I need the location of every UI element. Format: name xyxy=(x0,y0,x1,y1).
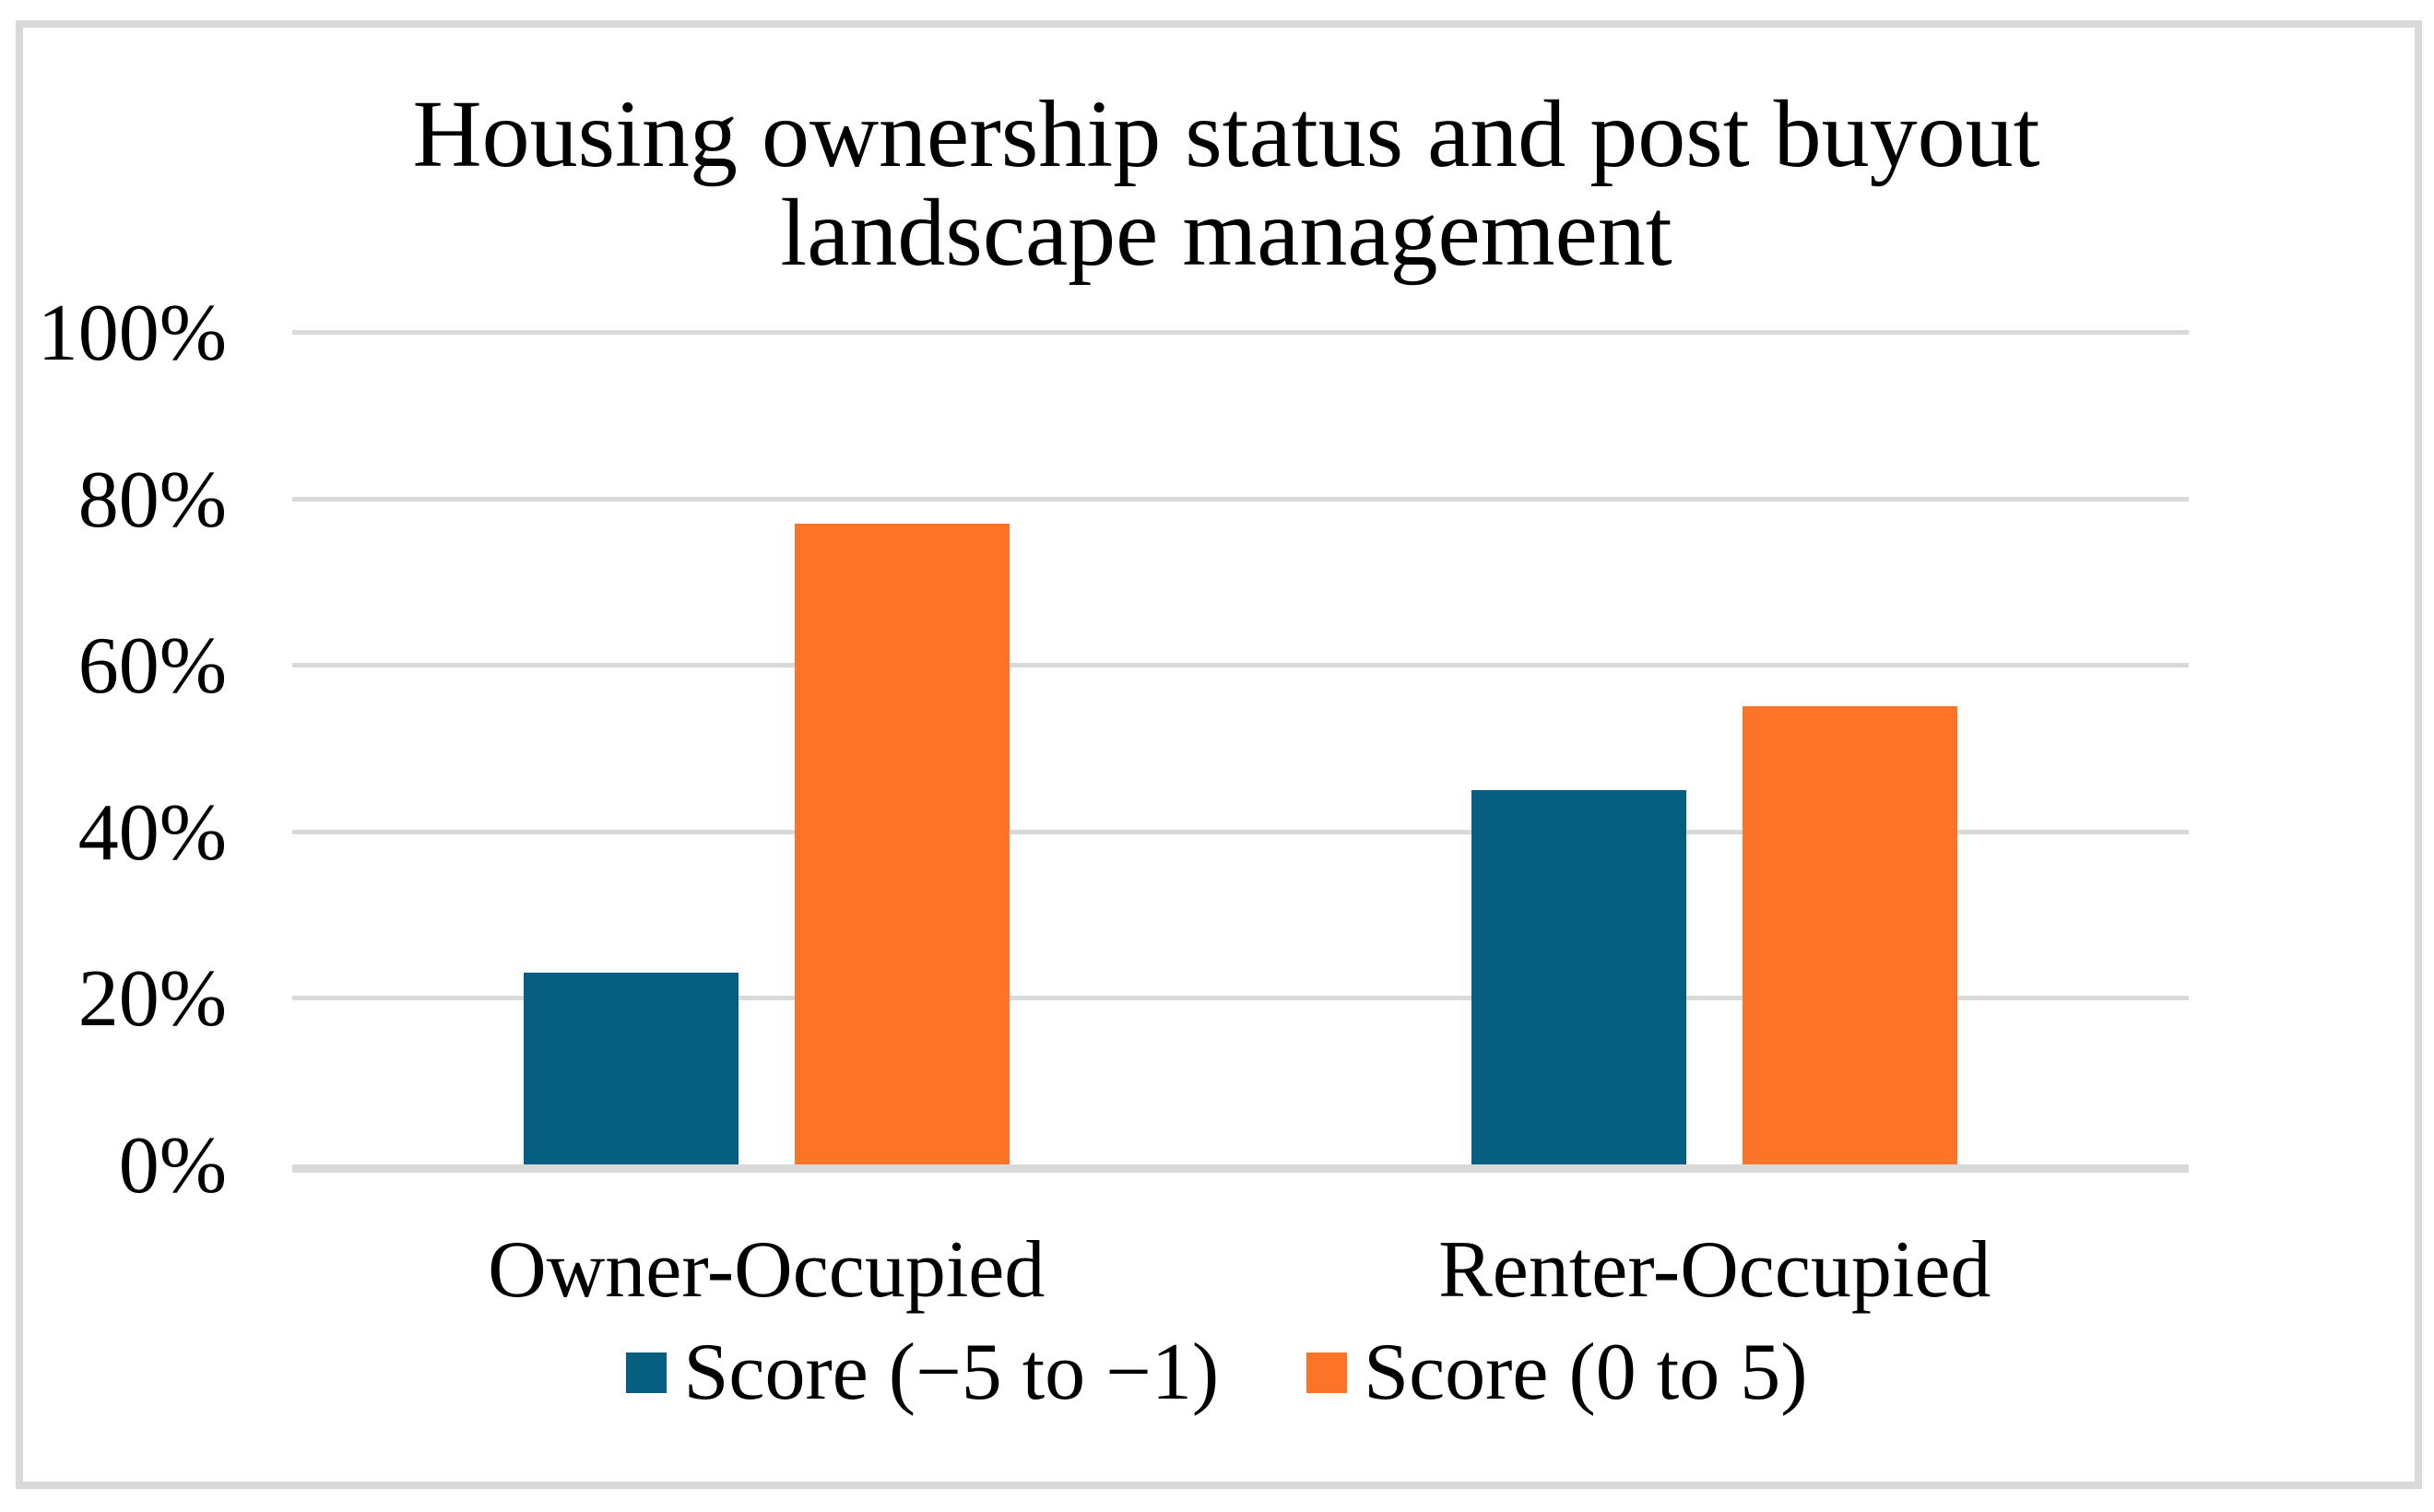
legend-label-score-negative: Score (−5 to −1) xyxy=(683,1328,1220,1417)
x-axis-labels: Owner-Occupied Renter-Occupied xyxy=(292,1225,2189,1328)
gridline-40% xyxy=(292,829,2189,834)
x-axis-line xyxy=(292,1164,2189,1173)
gridline-60% xyxy=(292,663,2189,668)
gridline-20% xyxy=(292,996,2189,1001)
chart-title-line-2: landscape management xyxy=(780,180,1672,286)
legend-label-score-positive: Score (0 to 5) xyxy=(1364,1328,1808,1417)
gridline-100% xyxy=(292,330,2189,335)
chart-title-line-1: Housing ownership status and post buyout xyxy=(412,81,2040,187)
bar-Renter-Occupied-Score (0 to 5) xyxy=(1743,706,1958,1164)
y-tick-label-80%: 80% xyxy=(77,455,227,545)
y-axis: 0% 20% 40% 60% 80% 100% xyxy=(0,293,227,1207)
legend-swatch-score-positive xyxy=(1306,1353,1348,1393)
y-tick-label-100%: 100% xyxy=(37,289,227,378)
bar-Owner-Occupied-Score (0 to 5) xyxy=(794,523,1010,1164)
x-category-label-owner-occupied: Owner-Occupied xyxy=(488,1225,1046,1315)
legend-swatch-score-negative xyxy=(626,1353,668,1393)
legend-item-series-2: Score (0 to 5) xyxy=(1306,1328,1808,1417)
y-tick-label-40%: 40% xyxy=(77,787,227,878)
y-tick-label-60%: 60% xyxy=(77,621,227,712)
legend: Score (−5 to −1) Score (0 to 5) xyxy=(0,1316,2434,1430)
bar-Renter-Occupied-Score (−5 to −1) xyxy=(1471,789,1687,1164)
y-tick-label-20%: 20% xyxy=(77,954,227,1045)
legend-item-series-1: Score (−5 to −1) xyxy=(626,1332,1219,1413)
bar-Owner-Occupied-Score (−5 to −1) xyxy=(523,973,738,1164)
chart-title: Housing ownership status and post buyout… xyxy=(373,85,2079,282)
x-category-label-renter-occupied: Renter-Occupied xyxy=(1438,1225,1991,1315)
gridline-80% xyxy=(292,496,2189,502)
y-tick-label-0%: 0% xyxy=(118,1121,227,1211)
plot-area xyxy=(292,330,2189,1173)
chart-frame xyxy=(16,20,2422,1489)
